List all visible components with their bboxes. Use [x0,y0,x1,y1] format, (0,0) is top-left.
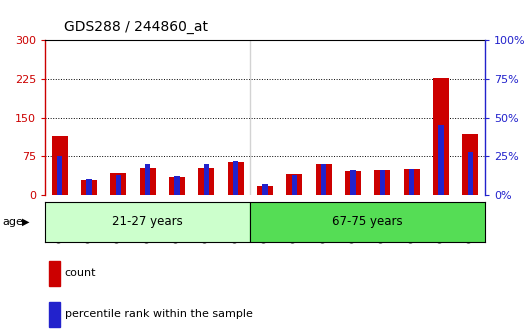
Bar [286,174,303,195]
Bar [233,161,238,195]
Bar [204,164,209,195]
Text: GDS288 / 244860_at: GDS288 / 244860_at [64,19,208,34]
Bar [433,78,449,195]
Bar [257,185,273,195]
Bar [51,136,68,195]
Bar [262,184,268,195]
Bar [198,168,215,195]
Bar [350,170,356,195]
Bar [345,171,361,195]
Bar [139,168,156,195]
Bar [145,164,151,195]
Bar [110,173,127,195]
Text: ▶: ▶ [22,217,30,227]
Bar [315,164,332,195]
Bar [174,176,180,195]
Bar [81,180,97,195]
Bar [86,179,92,195]
Text: percentile rank within the sample: percentile rank within the sample [65,309,253,319]
Bar [467,152,473,195]
Bar [45,202,250,242]
Bar [374,170,391,195]
Bar [169,177,185,195]
Bar [292,175,297,195]
Bar [403,169,420,195]
Bar [438,125,444,195]
Text: 21-27 years: 21-27 years [112,215,183,228]
Bar [250,202,485,242]
Text: 67-75 years: 67-75 years [332,215,403,228]
Text: count: count [65,268,96,279]
Bar [462,134,479,195]
Bar [379,170,385,195]
Bar [227,162,244,195]
Bar [57,156,63,195]
Bar [409,169,414,195]
Bar [49,261,60,286]
Bar [49,301,60,327]
Text: age: age [3,217,23,227]
Bar [116,175,121,195]
Bar [321,164,326,195]
